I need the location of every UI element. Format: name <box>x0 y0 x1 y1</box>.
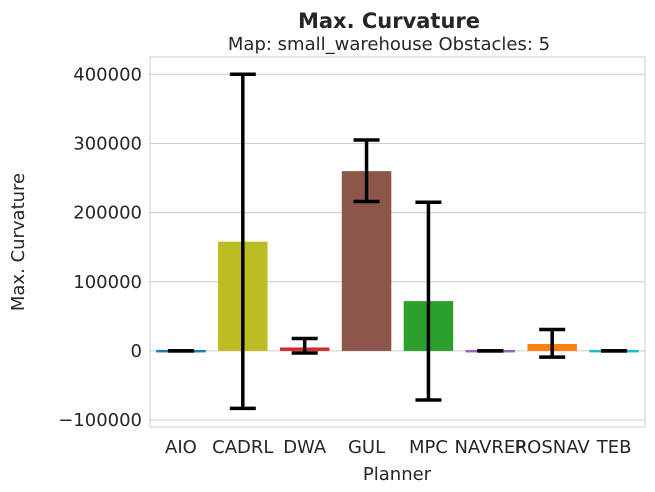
plot-frame <box>149 56 646 428</box>
y-axis-label: Max. Curvature <box>8 173 29 311</box>
x-axis-label: Planner <box>363 464 432 485</box>
x-tick-label: MPC <box>409 437 448 458</box>
y-tick-label: 200000 <box>73 203 142 224</box>
x-tick-label: TEB <box>596 437 632 458</box>
y-tick-label: −100000 <box>58 410 142 431</box>
x-tick-label: DWA <box>283 437 327 458</box>
x-tick-label: ROSNAV <box>515 437 591 458</box>
chart-title: Max. Curvature <box>298 9 480 33</box>
x-tick-label: GUL <box>348 437 385 458</box>
y-tick-label: 0 <box>131 341 142 362</box>
x-tick-label: AIO <box>165 437 197 458</box>
x-tick-label: CADRL <box>212 437 273 458</box>
error-bars <box>167 72 628 411</box>
y-tick-labels: −100000 0 100000 200000 300000 400000 <box>58 64 142 431</box>
x-tick-label: NAVREP <box>454 437 526 458</box>
chart-subtitle: Map: small_warehouse Obstacles: 5 <box>228 34 550 55</box>
bars <box>156 171 639 353</box>
y-tick-label: 100000 <box>73 272 142 293</box>
y-tick-label: 300000 <box>73 133 142 154</box>
y-tick-label: 400000 <box>73 64 142 85</box>
